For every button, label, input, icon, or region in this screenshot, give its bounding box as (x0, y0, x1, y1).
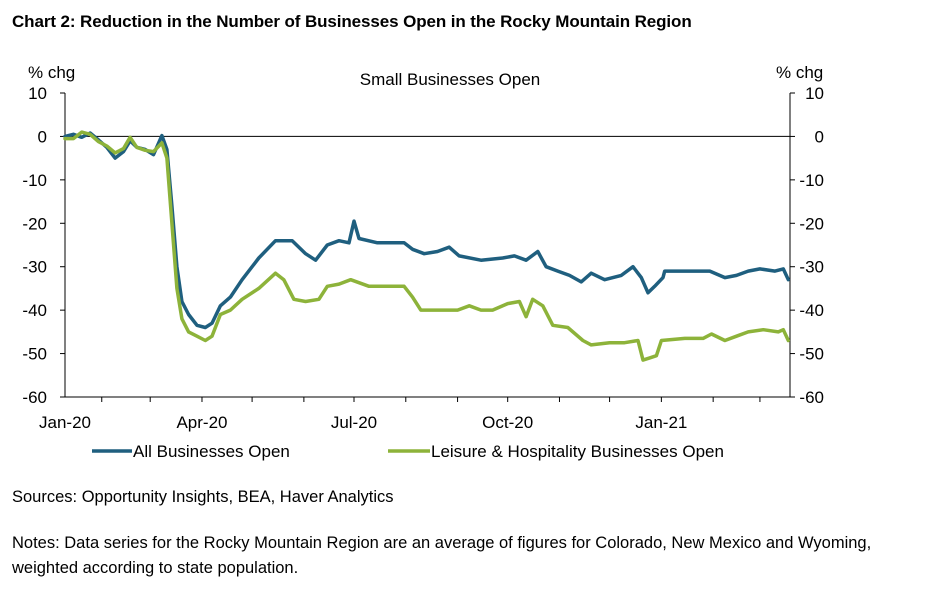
y-tick-label-right: 0 (815, 127, 824, 146)
x-tick-label: Jan-21 (635, 413, 687, 432)
y-tick-label-left: 10 (28, 84, 47, 103)
y-tick-label-left: 0 (38, 127, 47, 146)
series-layer (63, 130, 791, 362)
x-tick-label: Jul-20 (331, 413, 377, 432)
y-tick-label-right: -50 (799, 345, 824, 364)
y-tick-label-right: -40 (799, 301, 824, 320)
y-tick-label-right: -30 (799, 258, 824, 277)
y-tick-label-right: -60 (799, 388, 824, 407)
legend-label-leisure-hospitality: Leisure & Hospitality Businesses Open (431, 442, 724, 461)
axes: 10 10 0 0 -10 -10 -20 -20 -30 -30 -40 -40 -50 -50 -60 -… (22, 84, 824, 432)
y-tick-label-right: -10 (799, 171, 824, 190)
y-tick-label-left: -50 (22, 345, 47, 364)
legend-label-all-businesses: All Businesses Open (133, 442, 290, 461)
y-axis-label-left: % chg (28, 63, 75, 82)
legend: All Businesses Open Leisure & Hospitalit… (92, 442, 724, 461)
y-tick-label-right: 10 (805, 84, 824, 103)
x-tick-label: Jan-20 (39, 413, 91, 432)
y-tick-label-left: -30 (22, 258, 47, 277)
notes-text: Notes: Data series for the Rocky Mountai… (12, 534, 872, 577)
y-tick-label-left: -20 (22, 214, 47, 233)
plot-title: Small Businesses Open (360, 70, 540, 89)
sources-note: Sources: Opportunity Insights, BEA, Have… (12, 488, 394, 506)
x-tick-label: Apr-20 (176, 413, 227, 432)
y-tick-label-left: -60 (22, 388, 47, 407)
y-tick-label-left: -10 (22, 171, 47, 190)
series-line-leisure-hospitality (63, 130, 791, 362)
y-tick-label-left: -40 (22, 301, 47, 320)
y-tick-label-right: -20 (799, 214, 824, 233)
x-tick-label: Oct-20 (482, 413, 533, 432)
chart-title: Chart 2: Reduction in the Number of Busi… (12, 12, 692, 31)
line-chart: % chg % chg Small Businesses Open 10 10 0 0… (22, 63, 824, 461)
y-axis-label-right: % chg (776, 63, 823, 82)
